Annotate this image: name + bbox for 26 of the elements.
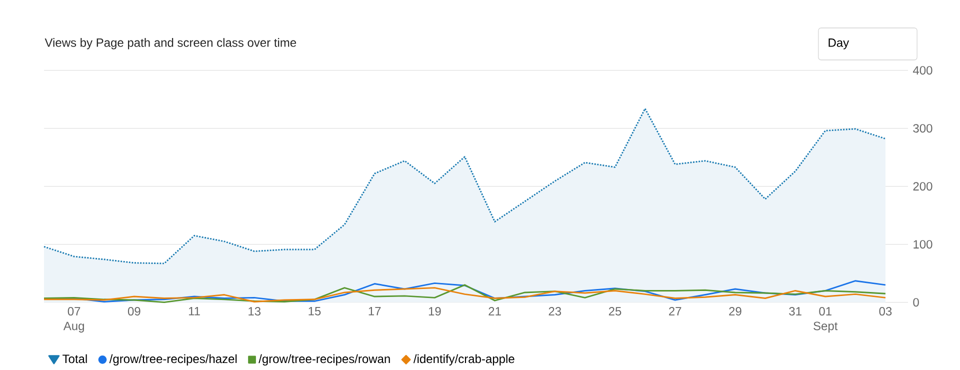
x-tick-label: 31 bbox=[789, 306, 802, 316]
legend-label: Total bbox=[62, 354, 87, 363]
legend-label: /grow/tree-recipes/rowan bbox=[258, 354, 390, 366]
x-tick-label: 25 bbox=[608, 306, 622, 316]
x-tick-label: 15 bbox=[308, 306, 321, 316]
y-tick-label: 400 bbox=[912, 66, 932, 74]
x-tick-label: 03 bbox=[879, 306, 892, 316]
x-tick-label: 19 bbox=[428, 306, 441, 316]
x-tick-label: 01 Sept bbox=[814, 306, 838, 332]
text: Day bbox=[828, 38, 850, 50]
x-tick-label: 07 Aug bbox=[63, 306, 84, 332]
x-tick-label: 17 bbox=[368, 306, 381, 316]
legend-label: /identify/crab-apple bbox=[413, 354, 514, 366]
x-tick-label: 09 bbox=[128, 306, 140, 316]
x-tick-label: 27 bbox=[669, 306, 682, 316]
x-tick-label: 23 bbox=[548, 306, 562, 316]
y-tick-label: 0 bbox=[913, 298, 919, 306]
x-tick-label: 13 bbox=[248, 306, 261, 316]
x-tick-label: 29 bbox=[729, 306, 742, 316]
y-tick-label: 100 bbox=[914, 240, 932, 248]
y-tick-label: 300 bbox=[913, 124, 932, 132]
legend-label: /grow/tree-recipes/hazel bbox=[109, 354, 237, 366]
x-tick-label: 11 bbox=[188, 306, 200, 316]
y-tick-label: 200 bbox=[913, 182, 932, 190]
x-tick-label: 21 bbox=[488, 306, 501, 316]
chart-title: Views by Page path and screen class over time bbox=[44, 38, 296, 50]
